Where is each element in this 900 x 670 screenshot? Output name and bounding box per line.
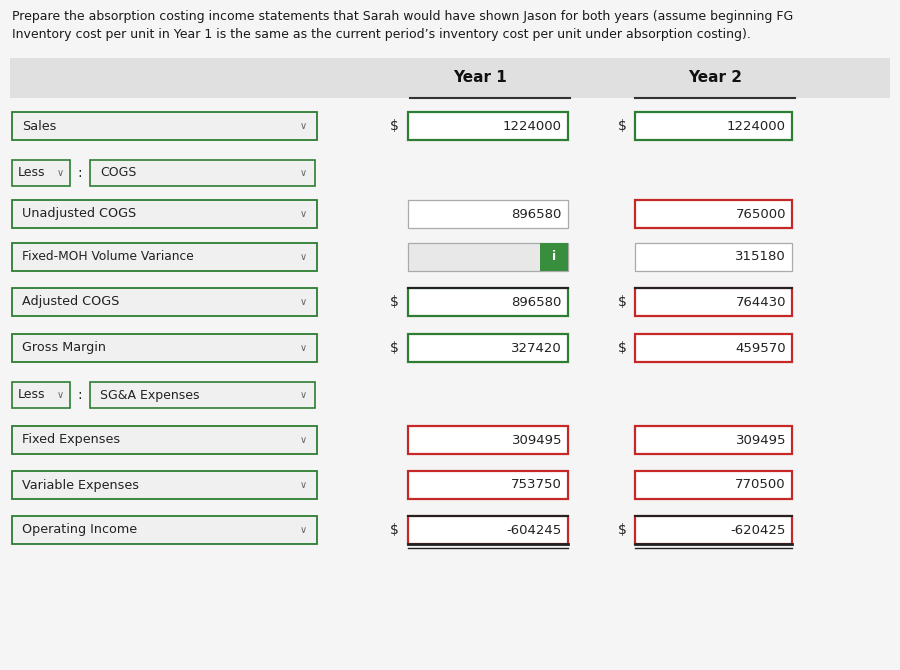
Text: $: $ — [618, 295, 627, 309]
Text: $: $ — [390, 119, 399, 133]
Bar — [635, 516, 792, 544]
Bar — [635, 426, 792, 454]
Text: ∨: ∨ — [57, 390, 64, 400]
Text: SG&A Expenses: SG&A Expenses — [100, 389, 200, 401]
Text: 765000: 765000 — [735, 208, 786, 220]
Bar — [408, 426, 568, 454]
Text: 753750: 753750 — [511, 478, 562, 492]
Text: COGS: COGS — [100, 167, 137, 180]
Text: Inventory cost per unit in Year 1 is the same as the current period’s inventory : Inventory cost per unit in Year 1 is the… — [12, 28, 751, 41]
Text: Year 2: Year 2 — [688, 70, 742, 86]
Text: :: : — [77, 166, 82, 180]
Bar — [12, 160, 70, 186]
Bar — [635, 243, 792, 271]
Bar — [12, 112, 317, 140]
Text: $: $ — [390, 341, 399, 355]
Text: 327420: 327420 — [511, 342, 562, 354]
Bar — [635, 200, 792, 228]
Text: Sales: Sales — [22, 119, 57, 133]
Bar — [540, 243, 568, 271]
Bar — [635, 288, 792, 316]
Bar — [635, 112, 792, 140]
Text: Prepare the absorption costing income statements that Sarah would have shown Jas: Prepare the absorption costing income st… — [12, 10, 793, 23]
Bar — [12, 243, 317, 271]
Bar — [408, 243, 568, 271]
Text: ∨: ∨ — [300, 252, 307, 262]
Text: ∨: ∨ — [300, 480, 307, 490]
Bar — [12, 382, 70, 408]
Text: 309495: 309495 — [511, 433, 562, 446]
Text: $: $ — [618, 523, 627, 537]
Text: $: $ — [390, 295, 399, 309]
Bar — [408, 471, 568, 499]
Bar — [408, 200, 568, 228]
Text: 309495: 309495 — [735, 433, 786, 446]
Text: ∨: ∨ — [300, 121, 307, 131]
Text: Adjusted COGS: Adjusted COGS — [22, 295, 120, 308]
Text: :: : — [77, 388, 82, 402]
Text: ∨: ∨ — [57, 168, 64, 178]
Bar — [408, 288, 568, 316]
Text: Gross Margin: Gross Margin — [22, 342, 106, 354]
Text: Variable Expenses: Variable Expenses — [22, 478, 139, 492]
Text: ∨: ∨ — [300, 343, 307, 353]
Text: Fixed Expenses: Fixed Expenses — [22, 433, 120, 446]
Bar — [12, 471, 317, 499]
Text: ∨: ∨ — [300, 209, 307, 219]
Text: 315180: 315180 — [735, 251, 786, 263]
Bar — [635, 471, 792, 499]
Text: ∨: ∨ — [300, 390, 307, 400]
Bar — [12, 426, 317, 454]
Bar — [408, 334, 568, 362]
Text: $: $ — [618, 341, 627, 355]
Text: 896580: 896580 — [511, 208, 562, 220]
Text: ∨: ∨ — [300, 297, 307, 307]
Text: i: i — [552, 251, 556, 263]
Text: 459570: 459570 — [735, 342, 786, 354]
Bar — [10, 58, 890, 98]
Bar — [90, 382, 315, 408]
Text: 1224000: 1224000 — [727, 119, 786, 133]
Text: 764430: 764430 — [735, 295, 786, 308]
Bar — [12, 288, 317, 316]
Text: $: $ — [390, 523, 399, 537]
Bar — [90, 160, 315, 186]
Text: -604245: -604245 — [507, 523, 562, 537]
Bar — [408, 516, 568, 544]
Bar — [12, 334, 317, 362]
Text: Unadjusted COGS: Unadjusted COGS — [22, 208, 136, 220]
Text: Less: Less — [18, 167, 46, 180]
Text: 770500: 770500 — [735, 478, 786, 492]
Bar — [635, 334, 792, 362]
Text: ∨: ∨ — [300, 525, 307, 535]
Bar — [12, 516, 317, 544]
Text: $: $ — [618, 119, 627, 133]
Bar — [408, 112, 568, 140]
Text: 1224000: 1224000 — [503, 119, 562, 133]
Bar — [12, 200, 317, 228]
Text: Year 1: Year 1 — [453, 70, 507, 86]
Text: Fixed-MOH Volume Variance: Fixed-MOH Volume Variance — [22, 251, 194, 263]
Text: -620425: -620425 — [731, 523, 786, 537]
Text: 896580: 896580 — [511, 295, 562, 308]
Text: Operating Income: Operating Income — [22, 523, 137, 537]
Text: ∨: ∨ — [300, 435, 307, 445]
Text: ∨: ∨ — [300, 168, 307, 178]
Text: Less: Less — [18, 389, 46, 401]
